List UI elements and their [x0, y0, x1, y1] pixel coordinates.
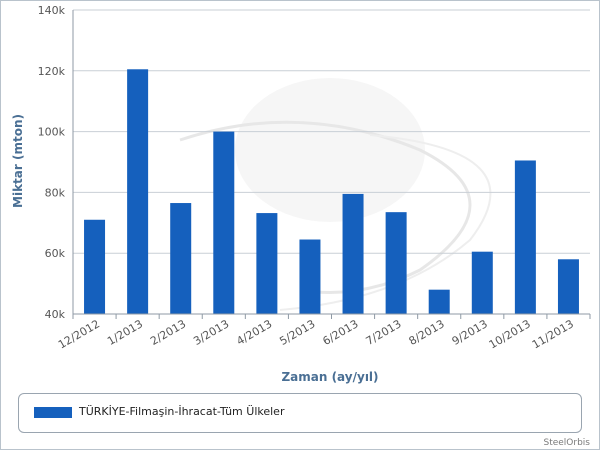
- x-axis-title: Zaman (ay/yıl): [281, 370, 378, 384]
- x-tick-label: 9/2013: [450, 317, 490, 348]
- x-tick-label: 1/2013: [105, 317, 145, 348]
- x-tick-label: 8/2013: [407, 317, 447, 348]
- x-axis: 12/2012 1/2013 2/2013 3/2013 4/2013 5/2013 6/2…: [56, 313, 591, 351]
- legend-swatch: [34, 407, 72, 418]
- bar: [213, 131, 235, 314]
- bar: [342, 193, 364, 314]
- y-tick-label: 140k: [38, 4, 66, 17]
- y-tick-label: 120k: [38, 65, 66, 78]
- x-tick-label: 5/2013: [277, 317, 317, 348]
- x-tick-label: 7/2013: [364, 317, 404, 348]
- legend[interactable]: TÜRKİYE-Filmaşin-İhracat-Tüm Ülkeler: [18, 393, 582, 433]
- bar: [428, 289, 450, 314]
- bar: [127, 69, 149, 314]
- y-axis-title: Miktar (mton): [11, 114, 25, 208]
- x-tick-label: 2/2013: [148, 317, 188, 348]
- x-tick-label: 11/2013: [530, 317, 576, 351]
- bar-chart: 12/2012 1/2013 2/2013 3/2013 4/2013 5/2013 6/2…: [11, 4, 591, 384]
- bar: [170, 203, 192, 314]
- x-tick-label: 3/2013: [191, 317, 231, 348]
- x-tick-label: 10/2013: [487, 317, 533, 351]
- y-tick-label: 80k: [45, 186, 66, 199]
- y-tick-label: 60k: [45, 247, 66, 260]
- legend-label: TÜRKİYE-Filmaşin-İhracat-Tüm Ülkeler: [79, 405, 285, 418]
- bar: [471, 251, 493, 314]
- bars: [84, 69, 579, 314]
- bar: [514, 160, 536, 314]
- x-tick-label: 6/2013: [321, 317, 361, 348]
- bar: [557, 259, 579, 314]
- x-tick-label: 12/2012: [56, 317, 102, 351]
- y-tick-label: 100k: [38, 126, 66, 139]
- x-tick-label: 4/2013: [234, 317, 274, 348]
- bar: [256, 213, 278, 314]
- y-axis: 40k 60k 80k 100k 120k 140k: [38, 4, 74, 321]
- credit-text: SteelOrbis: [543, 438, 590, 448]
- bar: [84, 219, 106, 314]
- y-tick-label: 40k: [45, 308, 66, 321]
- bar: [385, 212, 407, 314]
- bar: [299, 239, 321, 314]
